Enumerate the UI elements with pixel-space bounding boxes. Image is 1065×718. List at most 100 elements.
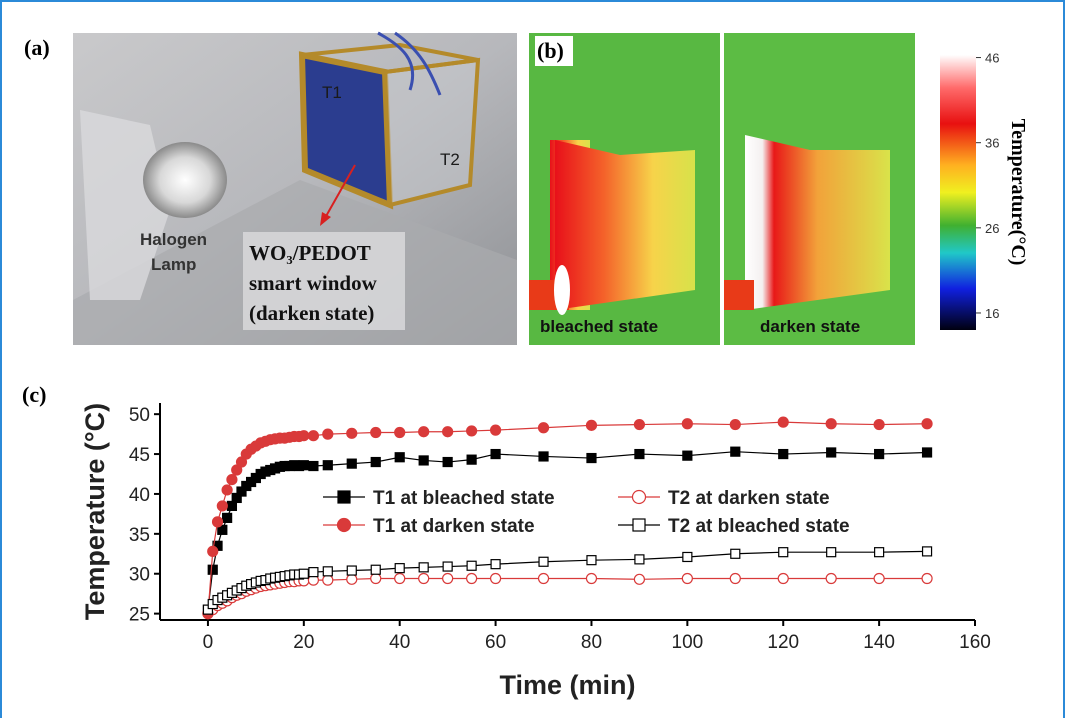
marker bbox=[875, 548, 884, 557]
legend-label: T2 at darken state bbox=[668, 488, 830, 509]
window-side bbox=[385, 60, 478, 205]
marker bbox=[827, 448, 836, 457]
image-label: darken state bbox=[760, 317, 860, 336]
y-tick-label: 50 bbox=[129, 405, 150, 426]
marker bbox=[347, 459, 356, 468]
marker bbox=[826, 419, 836, 429]
marker bbox=[309, 462, 318, 471]
y-tick-label: 45 bbox=[129, 445, 150, 466]
marker bbox=[587, 556, 596, 565]
y-tick-label: 35 bbox=[129, 525, 150, 546]
legend-marker bbox=[633, 491, 646, 504]
marker bbox=[467, 574, 477, 584]
x-tick-label: 80 bbox=[581, 632, 602, 653]
marker bbox=[731, 447, 740, 456]
marker bbox=[682, 419, 692, 429]
marker bbox=[731, 549, 740, 558]
marker bbox=[467, 561, 476, 570]
y-tick-label: 30 bbox=[129, 565, 150, 586]
panel-label: (a) bbox=[24, 35, 50, 60]
marker bbox=[539, 574, 549, 584]
marker bbox=[419, 456, 428, 465]
x-tick-label: 140 bbox=[863, 632, 895, 653]
marker bbox=[874, 574, 884, 584]
marker bbox=[208, 546, 218, 556]
window-label: smart window bbox=[249, 271, 378, 295]
marker bbox=[395, 428, 405, 438]
marker bbox=[395, 564, 404, 573]
window-label: (darken state) bbox=[249, 301, 374, 325]
marker bbox=[682, 574, 692, 584]
marker bbox=[323, 567, 332, 576]
marker bbox=[539, 452, 548, 461]
x-tick-label: 0 bbox=[203, 632, 214, 653]
marker bbox=[922, 419, 932, 429]
marker bbox=[467, 426, 477, 436]
marker bbox=[827, 548, 836, 557]
legend-item: T2 at darken state bbox=[618, 488, 830, 509]
marker bbox=[491, 450, 500, 459]
legend-item: T2 at bleached state bbox=[618, 516, 850, 537]
marker bbox=[922, 574, 932, 584]
legend-label: T1 at darken state bbox=[373, 516, 535, 537]
legend-item: T1 at bleached state bbox=[323, 488, 555, 509]
marker bbox=[779, 548, 788, 557]
marker bbox=[419, 574, 429, 584]
marker bbox=[586, 574, 596, 584]
figure: (a) T1 T2 Halogen Lamp WO₃/PEDOT smart w… bbox=[0, 0, 1065, 718]
marker bbox=[419, 427, 429, 437]
marker bbox=[395, 453, 404, 462]
colorbar bbox=[940, 55, 976, 330]
marker bbox=[299, 431, 309, 441]
legend-label: T2 at bleached state bbox=[668, 516, 850, 537]
legend-item: T1 at darken state bbox=[323, 516, 535, 537]
x-tick-label: 120 bbox=[767, 632, 799, 653]
marker bbox=[213, 517, 223, 527]
colorbar-label: Temperature(°C) bbox=[1007, 119, 1029, 266]
marker bbox=[778, 574, 788, 584]
marker bbox=[217, 501, 227, 511]
legend-marker bbox=[338, 491, 350, 503]
y-tick-label: 25 bbox=[129, 605, 150, 626]
marker bbox=[323, 429, 333, 439]
y-tick-label: 40 bbox=[129, 485, 150, 506]
marker bbox=[923, 448, 932, 457]
marker bbox=[395, 574, 405, 584]
marker bbox=[683, 552, 692, 561]
x-tick-label: 40 bbox=[389, 632, 410, 653]
marker bbox=[778, 417, 788, 427]
x-axis-label: Time (min) bbox=[499, 670, 635, 700]
marker bbox=[223, 513, 232, 522]
marker bbox=[539, 423, 549, 433]
marker bbox=[347, 566, 356, 575]
marker bbox=[308, 431, 318, 441]
marker bbox=[347, 428, 357, 438]
heat-area bbox=[555, 140, 695, 310]
panel-label: (c) bbox=[22, 382, 46, 407]
legend-marker bbox=[338, 519, 351, 532]
marker bbox=[683, 451, 692, 460]
panel-a: (a) T1 T2 Halogen Lamp WO₃/PEDOT smart w… bbox=[24, 33, 517, 345]
marker bbox=[371, 458, 380, 467]
marker bbox=[587, 454, 596, 463]
marker bbox=[443, 562, 452, 571]
marker bbox=[443, 427, 453, 437]
marker bbox=[323, 575, 333, 585]
marker bbox=[826, 574, 836, 584]
marker bbox=[443, 458, 452, 467]
marker bbox=[222, 485, 232, 495]
panel-label: (b) bbox=[537, 38, 564, 63]
marker bbox=[208, 565, 217, 574]
marker bbox=[539, 557, 548, 566]
marker bbox=[309, 568, 318, 577]
lamp bbox=[143, 142, 227, 218]
marker bbox=[634, 420, 644, 430]
marker bbox=[730, 420, 740, 430]
image-label: bleached state bbox=[540, 317, 658, 336]
marker bbox=[467, 455, 476, 464]
marker bbox=[299, 569, 308, 578]
heat-area bbox=[724, 280, 754, 310]
colorbar-tick-label: 46 bbox=[985, 51, 999, 66]
marker bbox=[347, 574, 357, 584]
sensor-label: T1 bbox=[322, 83, 342, 102]
